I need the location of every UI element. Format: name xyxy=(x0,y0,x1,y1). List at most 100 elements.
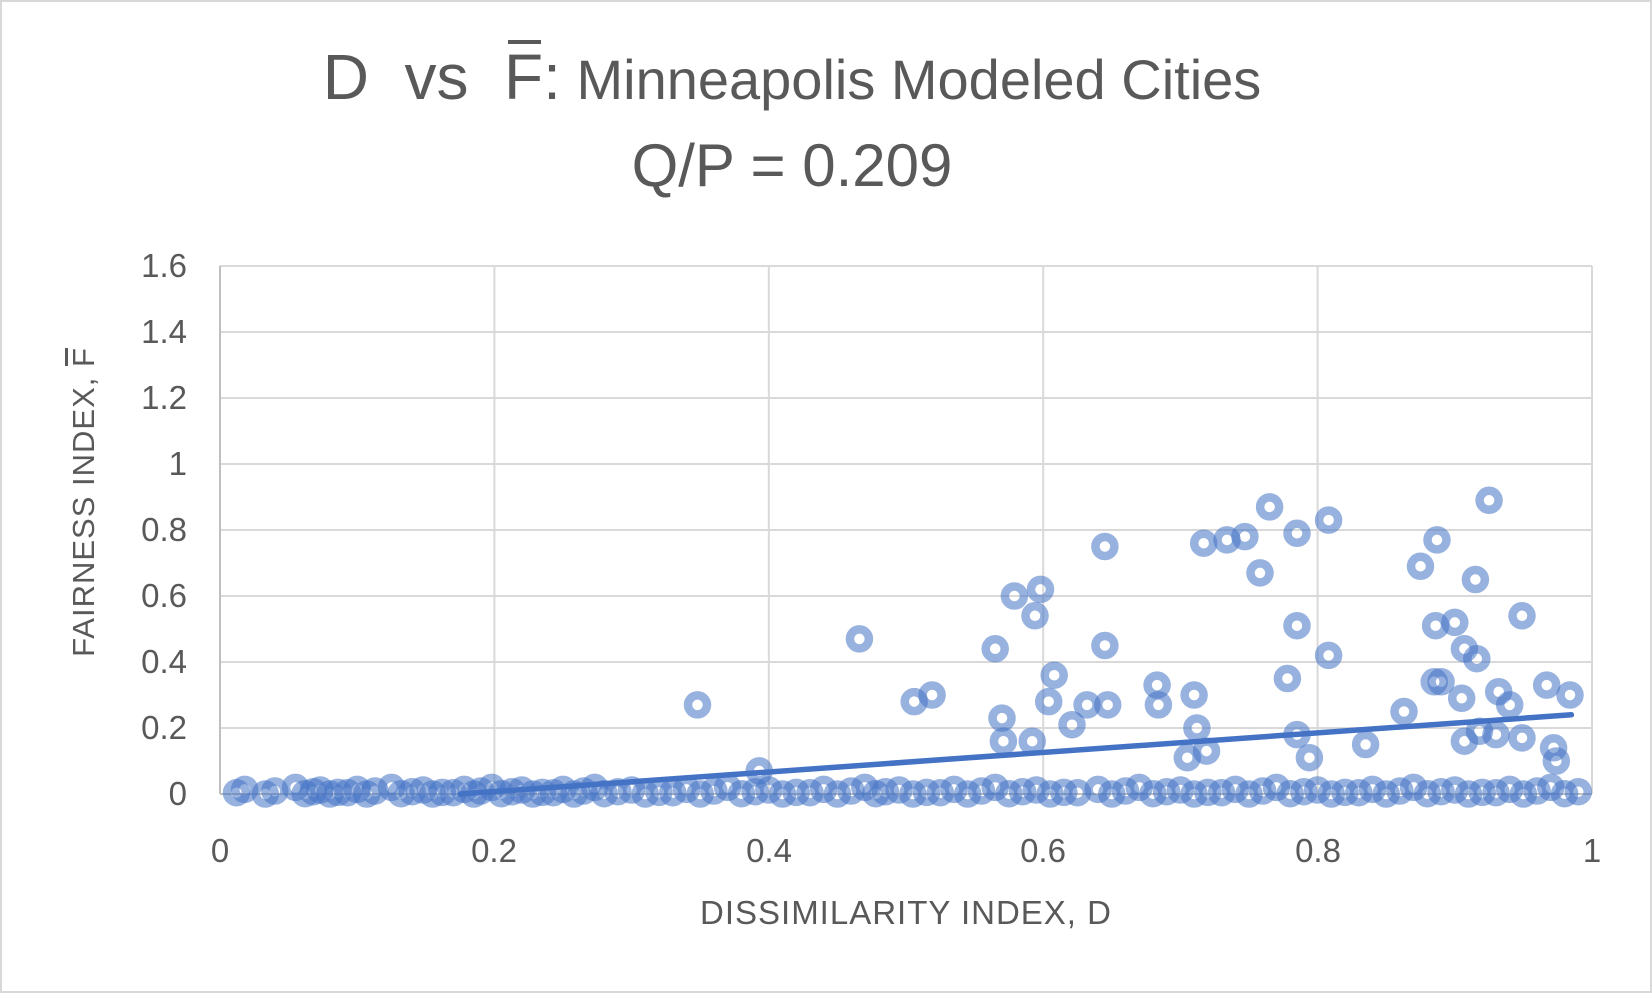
scatter-point xyxy=(1331,778,1359,807)
scatter-point xyxy=(1192,737,1221,765)
scatter-point xyxy=(1317,780,1346,808)
scatter-point xyxy=(995,779,1023,808)
chart-title-colon: : xyxy=(543,41,561,113)
scatter-point xyxy=(1475,486,1503,515)
scatter-point xyxy=(1351,730,1380,759)
scatter-point xyxy=(912,778,941,807)
x-tick-0.2: 0.2 xyxy=(471,832,517,869)
scatter-point xyxy=(1372,780,1400,808)
scatter-point xyxy=(1539,734,1568,762)
y-axis-title-fbar: F xyxy=(66,347,101,368)
scatter-point xyxy=(1093,691,1122,719)
scatter-point xyxy=(1235,780,1263,808)
scatter-point xyxy=(1139,779,1167,808)
scatter-point xyxy=(1231,522,1259,551)
y-tick-0: 0 xyxy=(168,775,187,812)
scatter-point xyxy=(1098,780,1126,808)
scatter-point xyxy=(1406,552,1435,581)
scatter-point xyxy=(1058,710,1086,739)
scatter-point xyxy=(1152,777,1181,806)
scatter-point xyxy=(1427,777,1455,806)
y-tick-1.4: 1.4 xyxy=(141,313,187,350)
y-tick-0.8: 0.8 xyxy=(141,511,187,548)
scatter-point xyxy=(645,778,673,807)
scatter-point xyxy=(1034,687,1063,716)
y-tick-0.4: 0.4 xyxy=(141,643,187,680)
scatter-point xyxy=(1427,668,1455,696)
x-tick-1: 1 xyxy=(1582,832,1602,869)
scatter-point xyxy=(727,779,756,808)
scatter-point xyxy=(1246,559,1274,587)
scatter-point xyxy=(1295,743,1324,772)
scatter-point xyxy=(953,780,982,808)
y-tick-1: 1 xyxy=(168,445,187,482)
scatter-point xyxy=(1040,661,1068,689)
scatter-point xyxy=(1021,602,1049,630)
y-tick-0.2: 0.2 xyxy=(141,709,187,746)
y-tick-1.2: 1.2 xyxy=(141,379,187,416)
scatter-point xyxy=(1018,727,1046,755)
y-axis-title-text: FAIRNESS INDEX, xyxy=(66,367,101,657)
scatter-point xyxy=(823,780,852,808)
scatter-point xyxy=(1495,691,1524,719)
scatter-point xyxy=(1276,779,1304,808)
scatter-point xyxy=(1482,720,1510,749)
x-tick-0.4: 0.4 xyxy=(746,832,792,869)
scatter-point xyxy=(1026,575,1055,604)
scatter-point xyxy=(1461,565,1490,594)
y-tick-1.6: 1.6 xyxy=(141,247,187,284)
x-tick-0.6: 0.6 xyxy=(1020,832,1066,869)
x-tick-0: 0 xyxy=(210,832,230,869)
y-tick-0.6: 0.6 xyxy=(141,577,187,614)
scatter-point xyxy=(1091,631,1119,660)
scatter-point xyxy=(1255,493,1284,521)
chart-title-d-vs: D vs xyxy=(322,41,505,113)
scatter-point xyxy=(1390,697,1418,726)
scatter-point xyxy=(631,780,660,808)
scatter-point xyxy=(1008,777,1037,806)
scatter-point xyxy=(686,780,714,808)
chart-title-rest: Minneapolis Modeled Cities xyxy=(560,48,1262,111)
scatter-point xyxy=(1314,641,1343,670)
scatter-point xyxy=(1290,777,1318,806)
scatter-point xyxy=(1180,780,1208,808)
scatter-point xyxy=(683,691,712,719)
scatter-point xyxy=(1468,778,1496,807)
scatter-point xyxy=(1532,671,1561,699)
scatter-point xyxy=(1508,602,1536,630)
scatter-point xyxy=(1073,691,1101,719)
scatter-point xyxy=(988,704,1016,732)
chart-title: D vs F: Minneapolis Modeled Cities xyxy=(2,38,1582,119)
scatter-point xyxy=(1194,778,1222,807)
scatter-point xyxy=(1441,608,1469,637)
scatter-point xyxy=(989,727,1018,755)
scatter-point xyxy=(1283,611,1311,640)
scatter-point xyxy=(1508,724,1536,752)
scatter-point xyxy=(1564,777,1593,806)
scatter-point xyxy=(1423,526,1451,554)
chart-title-fbar: F xyxy=(504,38,543,116)
scatter-point xyxy=(1463,644,1491,673)
scatter-point xyxy=(899,780,927,808)
scatter-point xyxy=(1036,780,1064,808)
scatter-point xyxy=(1454,780,1483,808)
y-axis-title: FAIRNESS INDEX, F xyxy=(65,202,103,802)
x-tick-0.8: 0.8 xyxy=(1295,832,1341,869)
scatter-point xyxy=(1000,582,1029,610)
scatter-point xyxy=(981,635,1009,663)
scatter-point xyxy=(1144,691,1173,719)
scatter-point xyxy=(1283,519,1311,548)
scatter-point xyxy=(1314,506,1343,534)
scatter-point xyxy=(1550,779,1579,808)
scatter-point xyxy=(1180,681,1208,709)
scatter-point xyxy=(1091,532,1119,561)
scatter-point xyxy=(768,780,797,808)
scatter-point xyxy=(845,625,874,653)
scatter-point xyxy=(871,777,900,806)
scatter-point xyxy=(1413,779,1442,808)
scatter-point xyxy=(1542,747,1571,775)
x-axis-title: DISSIMILARITY INDEX, D xyxy=(700,894,1112,931)
chart-subtitle: Q/P = 0.209 xyxy=(631,132,953,199)
scatter-point xyxy=(1509,780,1538,808)
